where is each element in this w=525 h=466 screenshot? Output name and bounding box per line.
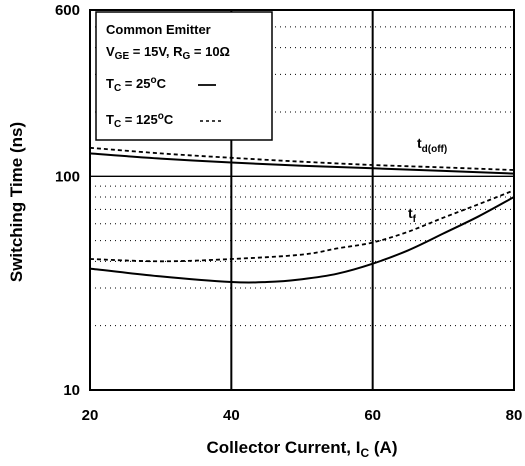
legend-conditions: VGE = 15V, RG = 10Ω [106, 44, 230, 62]
x-tick-label: 20 [82, 407, 99, 424]
legend-tc-25: TC = 25oC [106, 75, 167, 94]
td-off-25c-line [89, 152, 515, 175]
y-tick-label: 100 [55, 168, 80, 185]
label-td-off: td(off) [417, 135, 447, 155]
legend-box [95, 11, 273, 141]
label-tf: tf [408, 205, 417, 225]
legend-title: Common Emitter [106, 22, 211, 37]
tick-labels: 20 40 60 80 10 100 600 [55, 2, 522, 424]
x-tick-label: 60 [364, 407, 381, 424]
y-tick-label: 10 [63, 382, 80, 399]
plot-frame [89, 9, 515, 391]
tf-125c-line [89, 189, 515, 263]
curves [89, 146, 515, 284]
legend: Common Emitter VGE = 15V, RG = 10Ω TC = … [95, 11, 273, 141]
x-axis-title: Collector Current, IC (A) [207, 438, 398, 460]
legend-tc-125: TC = 125oC [106, 111, 174, 130]
x-tick-label: 80 [506, 407, 523, 424]
x-tick-label: 40 [223, 407, 240, 424]
tf-25c-line [89, 196, 515, 284]
y-axis-title: Switching Time (ns) [7, 122, 26, 282]
y-tick-label: 600 [55, 2, 80, 19]
td-off-125c-line [89, 146, 515, 171]
